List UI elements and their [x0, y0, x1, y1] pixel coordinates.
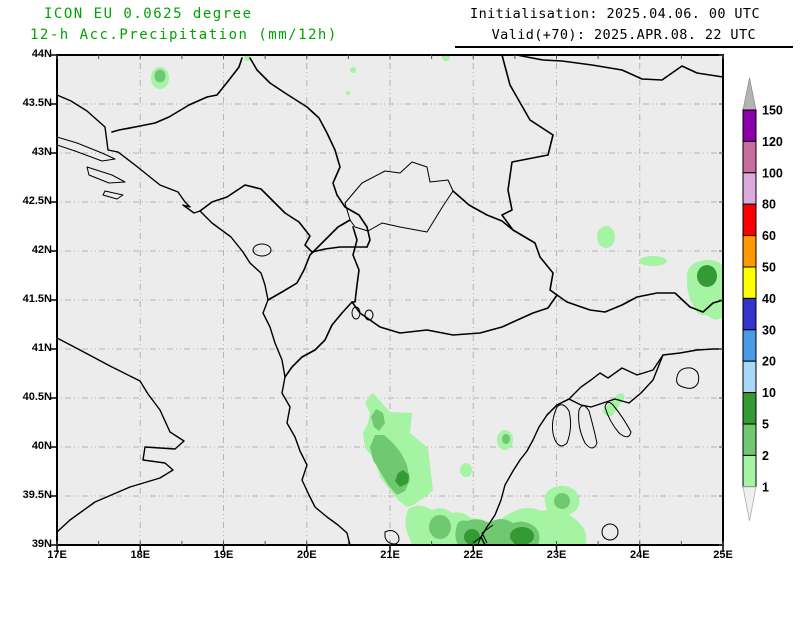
sithonia-peninsula: [578, 405, 598, 449]
colorbar-segment: [742, 423, 757, 456]
adriatic-coastline: [57, 94, 351, 545]
serbia-bulgaria-border: [501, 55, 558, 296]
colorbar-segment: [742, 297, 757, 331]
montenegro-border: [199, 184, 368, 253]
serbia-north-east-border: [516, 55, 723, 81]
colorbar-label: 10: [762, 386, 776, 400]
lat-tick-label: 39.5N: [22, 489, 52, 501]
colorbar-label: 20: [762, 355, 776, 369]
valid-time: Valid(+70): 2025.APR.08. 22 UTC: [491, 27, 756, 43]
colorbar-label: 2: [762, 449, 769, 463]
lon-tick-label: 25E: [713, 549, 733, 561]
colorbar-label: 30: [762, 323, 776, 337]
colorbar-label: 50: [762, 261, 776, 275]
lon-tick-label: 19E: [213, 549, 234, 561]
lon-tick-label: 17E: [47, 549, 67, 561]
coastlines-and-borders: [57, 55, 723, 545]
bulgaria-greece-border: [556, 292, 723, 313]
lon-tick-label: 22E: [463, 549, 484, 561]
colorbar-label: 100: [762, 166, 783, 180]
colorbar-label: 5: [762, 418, 769, 432]
colorbar-label: 60: [762, 229, 776, 243]
lake-prespa: [364, 309, 374, 321]
colorbar-segment: [742, 140, 757, 174]
lon-tick-label: 23E: [546, 549, 567, 561]
lat-tick-label: 39N: [31, 538, 52, 550]
dalmatian-islands: [57, 136, 126, 200]
italy-coastline: [57, 337, 185, 533]
colorbar-segment: [742, 329, 757, 362]
colorbar-label: 120: [762, 135, 783, 149]
lat-tick-label: 42N: [31, 244, 52, 256]
lat-tick-label: 41.5N: [22, 293, 52, 305]
initialisation-time: Initialisation: 2025.04.06. 00 UTC: [470, 6, 760, 22]
colorbar-overflow-arrow: [742, 77, 757, 111]
colorbar-segment: [742, 454, 757, 488]
colorbar-segment: [742, 203, 757, 237]
colorbar-segment: [742, 235, 757, 268]
lat-tick-label: 42.5N: [22, 195, 52, 207]
lon-tick-label: 21E: [380, 549, 400, 561]
colorbar-segment: [742, 172, 757, 205]
croatia-bosnia-border: [111, 57, 243, 133]
lake-volvi: [676, 367, 700, 389]
lake-scutari: [252, 243, 272, 257]
south-coast-detail: [472, 524, 494, 545]
colorbar-segment: [742, 360, 757, 394]
macedonia-greece-border: [351, 294, 558, 336]
kassandra-peninsula: [551, 404, 572, 447]
lon-tick-label: 24E: [629, 549, 650, 561]
precipitation-areas: [151, 55, 723, 545]
axis-tick-marks: [50, 54, 724, 552]
thasos-island: [601, 523, 619, 541]
athos-peninsula: [604, 401, 632, 438]
lake-ohrid: [351, 306, 361, 320]
precipitation-colorbar: 150 120 100 80 60 50 40 30 20 10 5 2 1: [742, 77, 783, 521]
lon-tick-label: 20E: [296, 549, 317, 561]
kosovo-border: [344, 161, 454, 233]
montenegro-albania-border: [267, 219, 351, 301]
parameter-title: 12-h Acc.Precipitation (mm/12h): [30, 27, 338, 43]
lat-tick-label: 43N: [31, 146, 52, 158]
lat-tick-label: 43.5N: [22, 97, 52, 109]
chalkidiki-coastline: [546, 354, 664, 416]
corfu-island: [384, 530, 400, 545]
lat-tick-label: 41N: [31, 342, 52, 354]
colorbar-label: 1: [762, 480, 769, 494]
model-title: ICON EU 0.0625 degree: [44, 6, 253, 22]
valid-time-underline: [455, 46, 793, 48]
colorbar-label: 150: [762, 104, 783, 118]
macedonia-serbia-border: [452, 190, 514, 231]
colorbar-segment: [742, 266, 757, 299]
albania-macedonia-border: [351, 226, 360, 303]
colorbar-segment: [742, 392, 757, 425]
colorbar-label: 40: [762, 292, 776, 306]
greece-albania-border: [284, 301, 353, 378]
colorbar-segment: [742, 109, 757, 142]
colorbar-underflow-arrow: [742, 486, 757, 521]
lat-tick-label: 40N: [31, 440, 52, 452]
lon-tick-label: 18E: [130, 549, 151, 561]
colorbar-label: 80: [762, 198, 776, 212]
lat-tick-label: 40.5N: [22, 391, 52, 403]
bosnia-serbia-border: [249, 57, 371, 248]
lat-tick-label: 44N: [31, 48, 52, 60]
